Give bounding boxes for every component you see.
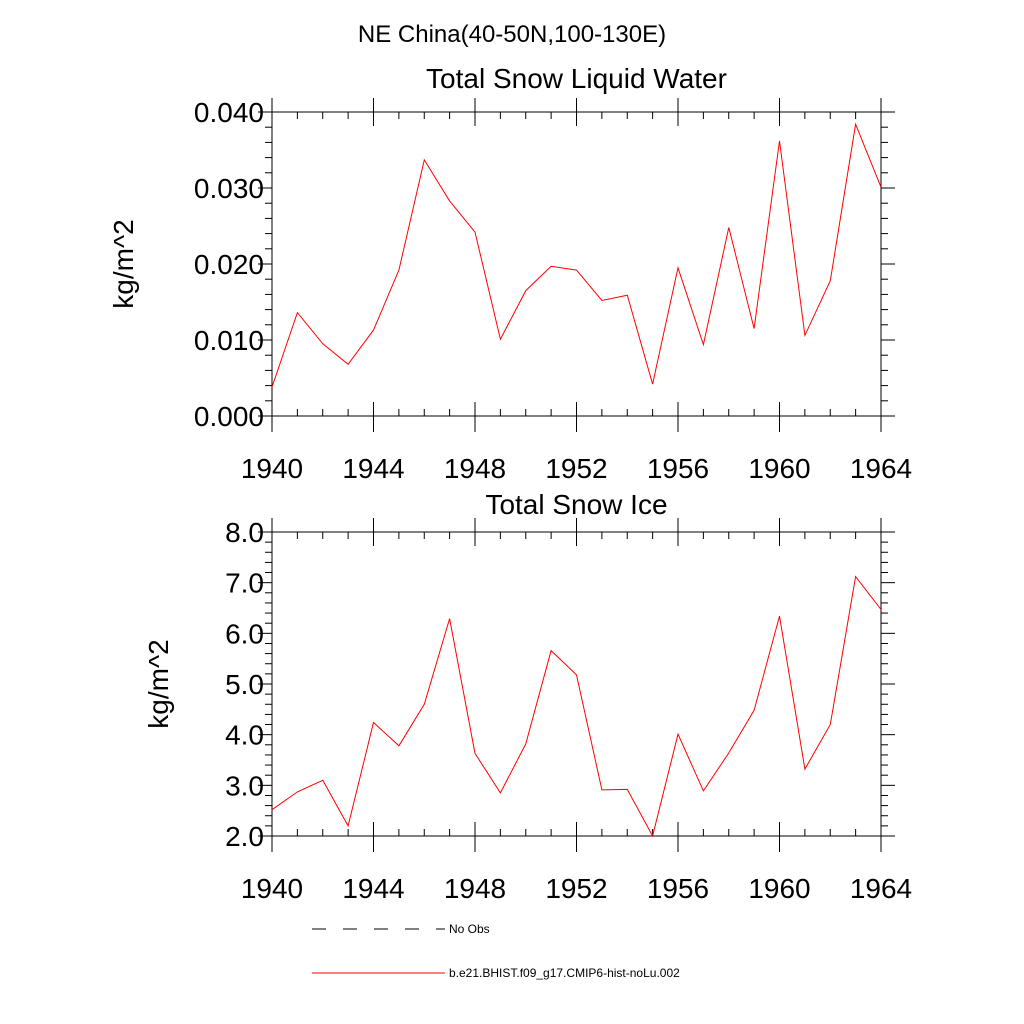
- y-tick-label: 5.0: [225, 669, 264, 700]
- y-tick-label: 0.010: [194, 325, 264, 356]
- y-tick-label: 0.040: [194, 97, 264, 128]
- plot-frame: [271, 531, 882, 837]
- x-tick-label: 1940: [241, 873, 303, 904]
- x-tick-label: 1948: [444, 453, 506, 484]
- series-line: [271, 575, 882, 838]
- y-tick-label: 4.0: [225, 720, 264, 751]
- x-tick-label: 1964: [850, 873, 912, 904]
- y-tick-label: 0.000: [194, 401, 264, 432]
- x-tick-label: 1944: [342, 873, 404, 904]
- x-tick-label: 1948: [444, 873, 506, 904]
- x-tick-label: 1964: [850, 453, 912, 484]
- x-tick-label: 1960: [748, 453, 810, 484]
- legend-label-no-obs: No Obs: [449, 922, 490, 936]
- legend: No Obs b.e21.BHIST.f09_g17.CMIP6-hist-no…: [312, 922, 680, 980]
- y-tick-label: 8.0: [225, 517, 264, 548]
- chart-panel-snow-ice: Total Snow Ice kg/m^2 1940 1944 1948 1952 1956…: [143, 489, 912, 904]
- plot-frame: [271, 111, 882, 417]
- figure-title: NE China(40-50N,100-130E): [358, 21, 666, 48]
- x-tick-label: 1940: [241, 453, 303, 484]
- legend-label-model: b.e21.BHIST.f09_g17.CMIP6-hist-noLu.002: [449, 966, 680, 980]
- panel-title: Total Snow Liquid Water: [426, 63, 727, 94]
- x-tick-label: 1956: [647, 453, 709, 484]
- y-tick-label: 6.0: [225, 618, 264, 649]
- x-tick-label: 1952: [545, 873, 607, 904]
- x-tick-label: 1944: [342, 453, 404, 484]
- y-tick-label: 0.020: [194, 249, 264, 280]
- x-tick-label: 1952: [545, 453, 607, 484]
- x-tick-label: 1960: [748, 873, 810, 904]
- y-tick-label: 3.0: [225, 770, 264, 801]
- y-tick-label: 0.030: [194, 173, 264, 204]
- y-tick-label: 2.0: [225, 821, 264, 852]
- y-axis-label: kg/m^2: [143, 639, 174, 728]
- y-tick-label: 7.0: [225, 568, 264, 599]
- series-line: [271, 122, 882, 388]
- panel-title: Total Snow Ice: [485, 489, 667, 520]
- chart-panel-snow-liquid-water: Total Snow Liquid Water kg/m^2 1940 1944 194…: [108, 63, 912, 484]
- y-axis-label: kg/m^2: [108, 219, 139, 308]
- x-tick-label: 1956: [647, 873, 709, 904]
